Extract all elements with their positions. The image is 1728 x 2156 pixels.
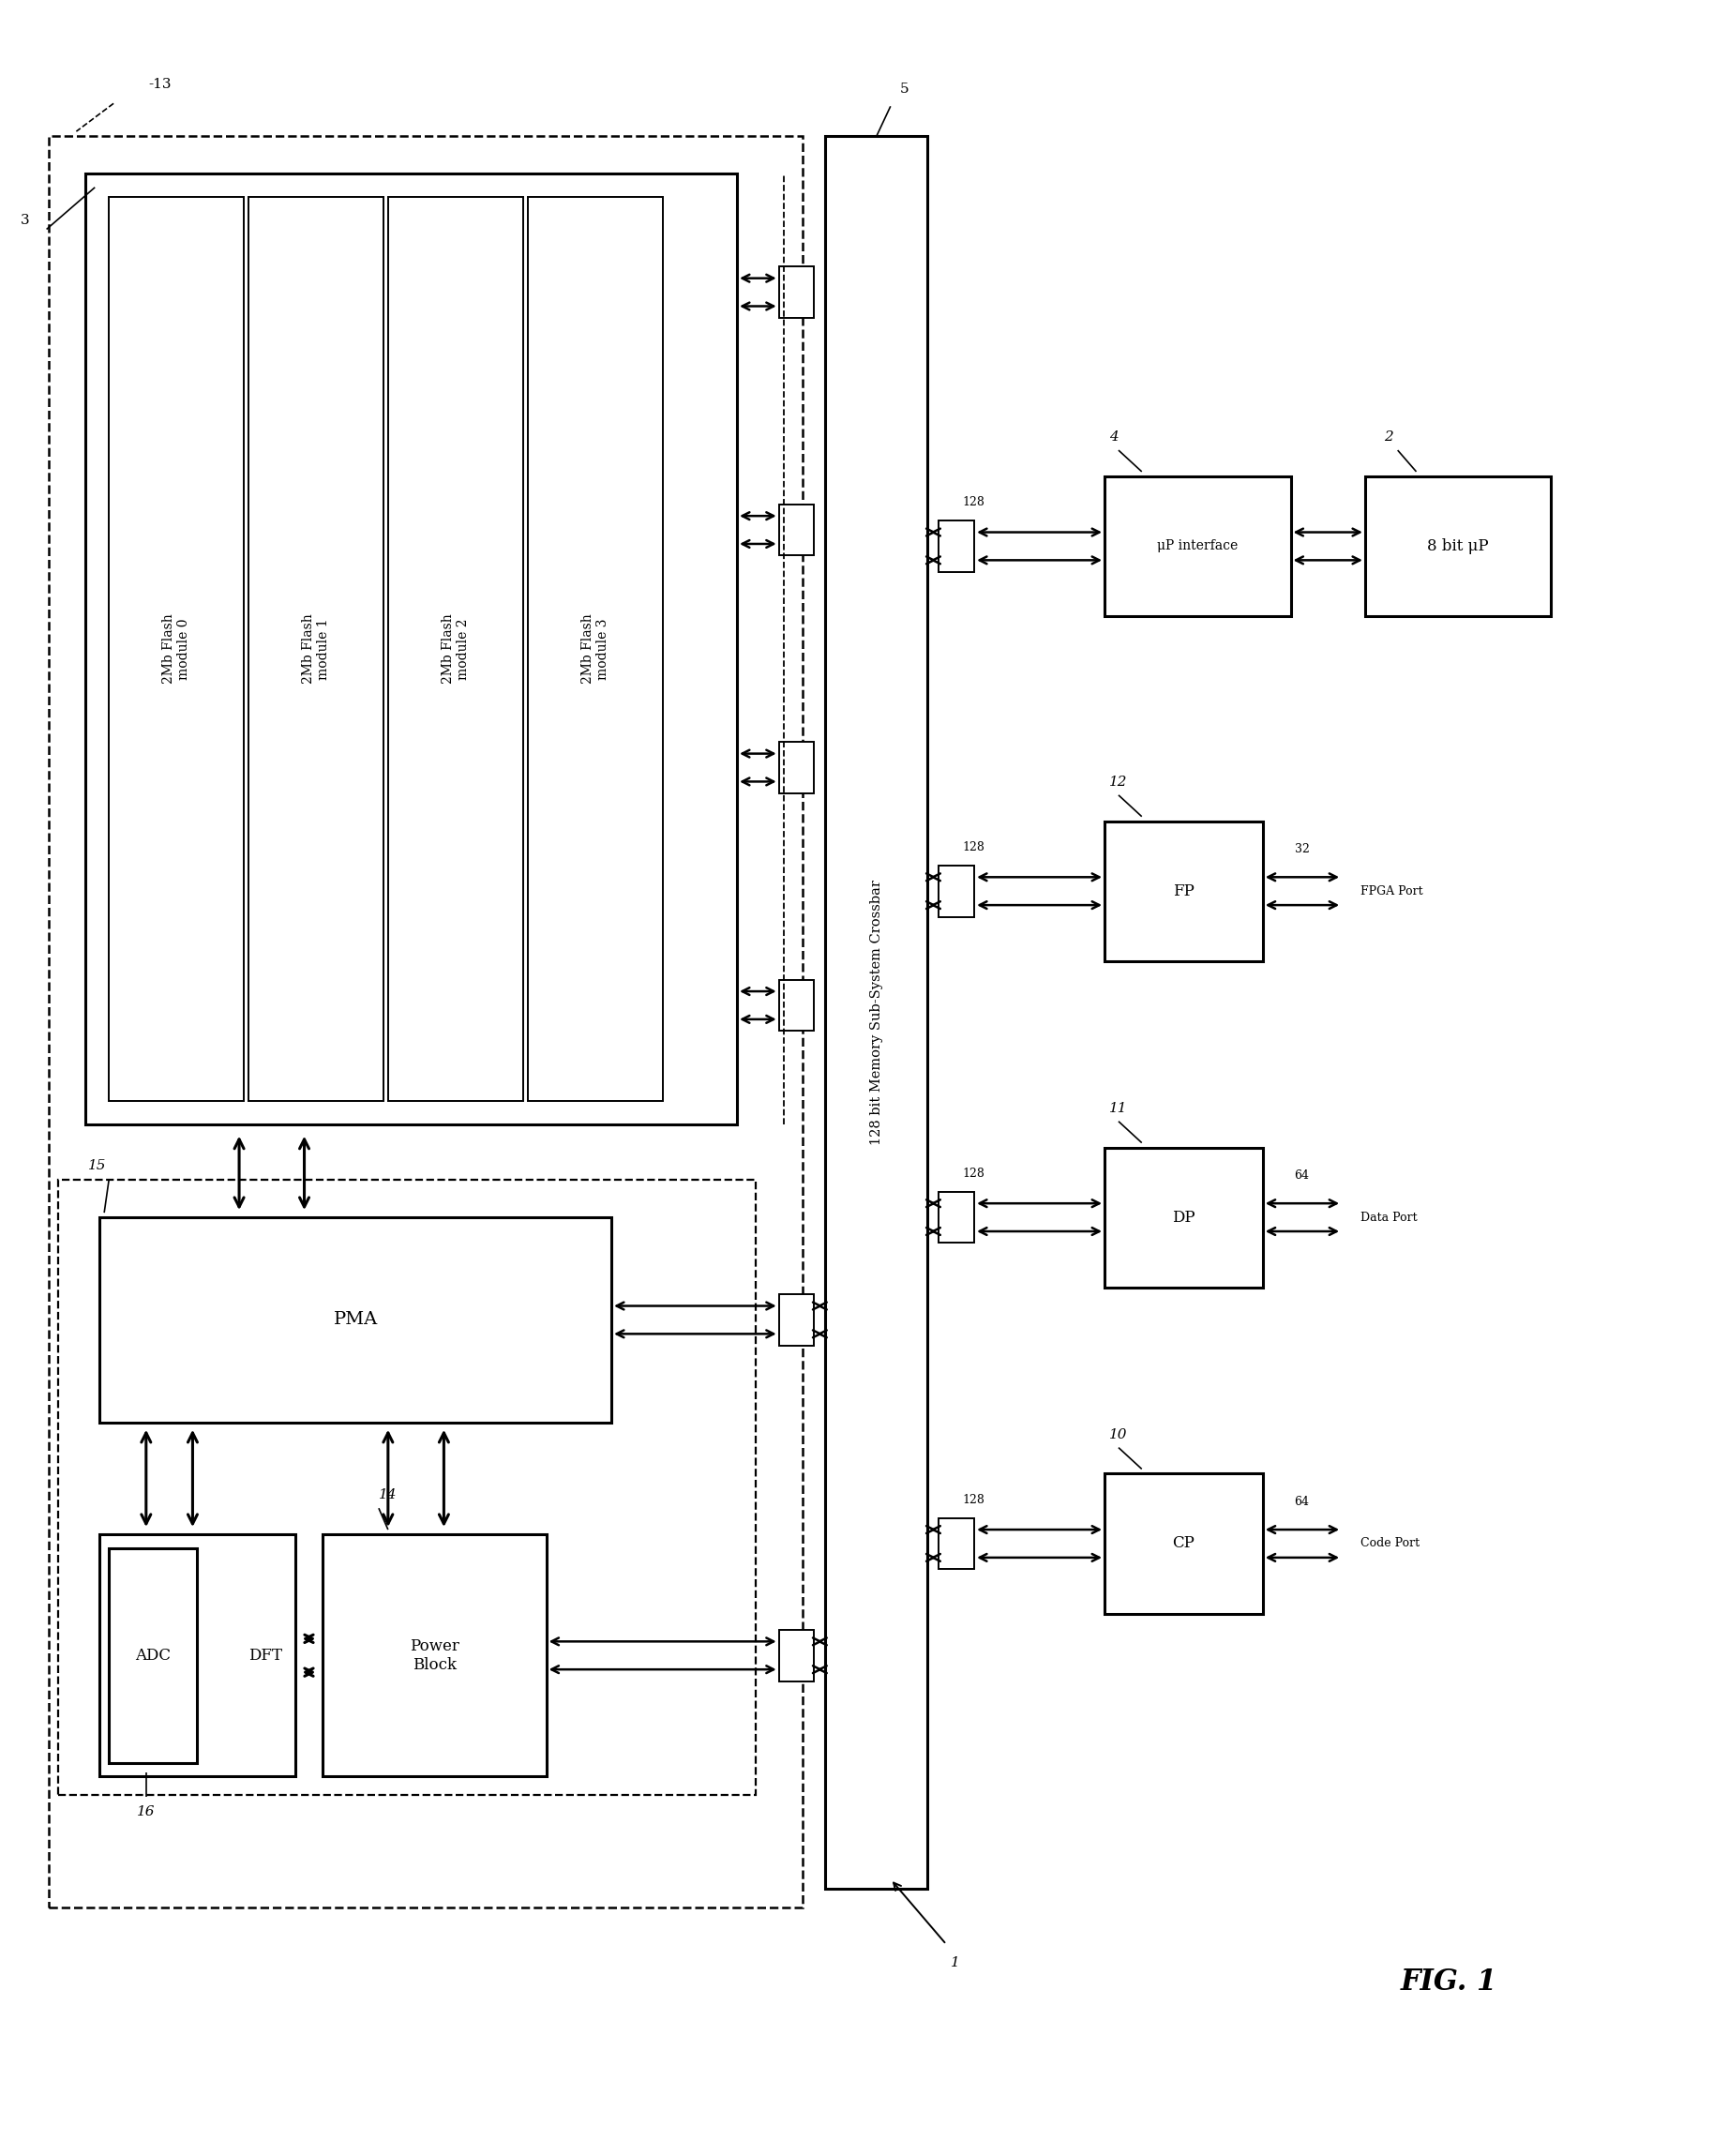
Text: 128: 128 — [962, 1494, 985, 1505]
FancyBboxPatch shape — [1104, 1475, 1263, 1613]
Text: FIG. 1: FIG. 1 — [1400, 1966, 1496, 1996]
FancyBboxPatch shape — [779, 505, 814, 556]
Text: FPGA Port: FPGA Port — [1360, 884, 1422, 897]
Text: 10: 10 — [1109, 1427, 1127, 1440]
Text: 128 bit Memory Sub-System Crossbar: 128 bit Memory Sub-System Crossbar — [869, 880, 883, 1145]
Text: 15: 15 — [88, 1160, 107, 1173]
Text: ADC: ADC — [135, 1647, 171, 1664]
FancyBboxPatch shape — [1104, 821, 1263, 962]
FancyBboxPatch shape — [938, 1518, 975, 1570]
Text: CP: CP — [1172, 1535, 1194, 1552]
FancyBboxPatch shape — [938, 1192, 975, 1244]
Text: Power
Block: Power Block — [410, 1639, 460, 1673]
Text: 128: 128 — [962, 841, 985, 854]
Text: Code Port: Code Port — [1360, 1537, 1420, 1550]
Text: 2: 2 — [1384, 431, 1393, 444]
Text: 1: 1 — [950, 1955, 961, 1971]
FancyBboxPatch shape — [86, 172, 736, 1123]
Text: 5: 5 — [900, 82, 909, 97]
Text: 2Mb Flash
module 2: 2Mb Flash module 2 — [441, 614, 470, 683]
Text: 2Mb Flash
module 1: 2Mb Flash module 1 — [302, 614, 330, 683]
Text: 2Mb Flash
module 0: 2Mb Flash module 0 — [162, 614, 190, 683]
FancyBboxPatch shape — [779, 742, 814, 793]
Text: -13: -13 — [149, 78, 171, 91]
Text: 64: 64 — [1294, 1169, 1310, 1181]
FancyBboxPatch shape — [826, 136, 928, 1889]
Text: 4: 4 — [1109, 431, 1118, 444]
Text: PMA: PMA — [334, 1311, 378, 1328]
FancyBboxPatch shape — [527, 196, 662, 1102]
FancyBboxPatch shape — [100, 1218, 612, 1423]
Text: 32: 32 — [1294, 843, 1310, 856]
FancyBboxPatch shape — [938, 520, 975, 571]
Text: 11: 11 — [1109, 1102, 1127, 1115]
Text: 3: 3 — [21, 213, 29, 226]
Text: 128: 128 — [962, 1166, 985, 1179]
FancyBboxPatch shape — [249, 196, 384, 1102]
FancyBboxPatch shape — [109, 1548, 197, 1764]
Text: FP: FP — [1173, 884, 1194, 899]
FancyBboxPatch shape — [1365, 476, 1552, 617]
Text: 12: 12 — [1109, 776, 1127, 789]
Text: 64: 64 — [1294, 1496, 1310, 1507]
FancyBboxPatch shape — [323, 1535, 546, 1777]
Text: 16: 16 — [137, 1805, 156, 1820]
Text: 14: 14 — [378, 1488, 397, 1503]
Text: 8 bit μP: 8 bit μP — [1427, 539, 1490, 554]
FancyBboxPatch shape — [938, 865, 975, 916]
Text: Data Port: Data Port — [1360, 1212, 1417, 1222]
FancyBboxPatch shape — [779, 267, 814, 317]
FancyBboxPatch shape — [779, 1294, 814, 1345]
Text: DP: DP — [1172, 1210, 1196, 1225]
FancyBboxPatch shape — [389, 196, 524, 1102]
Text: 128: 128 — [962, 496, 985, 509]
FancyBboxPatch shape — [1104, 1147, 1263, 1287]
Text: 2Mb Flash
module 3: 2Mb Flash module 3 — [581, 614, 610, 683]
FancyBboxPatch shape — [100, 1535, 295, 1777]
Text: DFT: DFT — [249, 1647, 282, 1664]
FancyBboxPatch shape — [779, 979, 814, 1031]
FancyBboxPatch shape — [109, 196, 244, 1102]
Text: μP interface: μP interface — [1158, 539, 1237, 552]
FancyBboxPatch shape — [779, 1630, 814, 1682]
FancyBboxPatch shape — [1104, 476, 1291, 617]
